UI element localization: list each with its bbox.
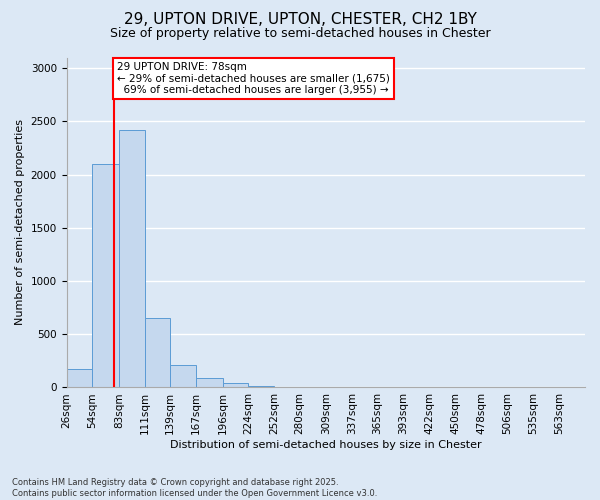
Bar: [67, 369, 92, 388]
Bar: [223, 383, 248, 388]
Bar: [92, 164, 119, 388]
Bar: [248, 386, 274, 388]
Text: Size of property relative to semi-detached houses in Chester: Size of property relative to semi-detach…: [110, 28, 490, 40]
Text: 29 UPTON DRIVE: 78sqm
← 29% of semi-detached houses are smaller (1,675)
  69% of: 29 UPTON DRIVE: 78sqm ← 29% of semi-deta…: [117, 62, 390, 95]
X-axis label: Distribution of semi-detached houses by size in Chester: Distribution of semi-detached houses by …: [170, 440, 482, 450]
Text: Contains HM Land Registry data © Crown copyright and database right 2025.
Contai: Contains HM Land Registry data © Crown c…: [12, 478, 377, 498]
Bar: [196, 378, 223, 388]
Y-axis label: Number of semi-detached properties: Number of semi-detached properties: [15, 120, 25, 326]
Bar: [119, 130, 145, 388]
Bar: [170, 364, 196, 388]
Text: 29, UPTON DRIVE, UPTON, CHESTER, CH2 1BY: 29, UPTON DRIVE, UPTON, CHESTER, CH2 1BY: [124, 12, 476, 28]
Bar: [145, 318, 170, 388]
Bar: [274, 386, 299, 388]
